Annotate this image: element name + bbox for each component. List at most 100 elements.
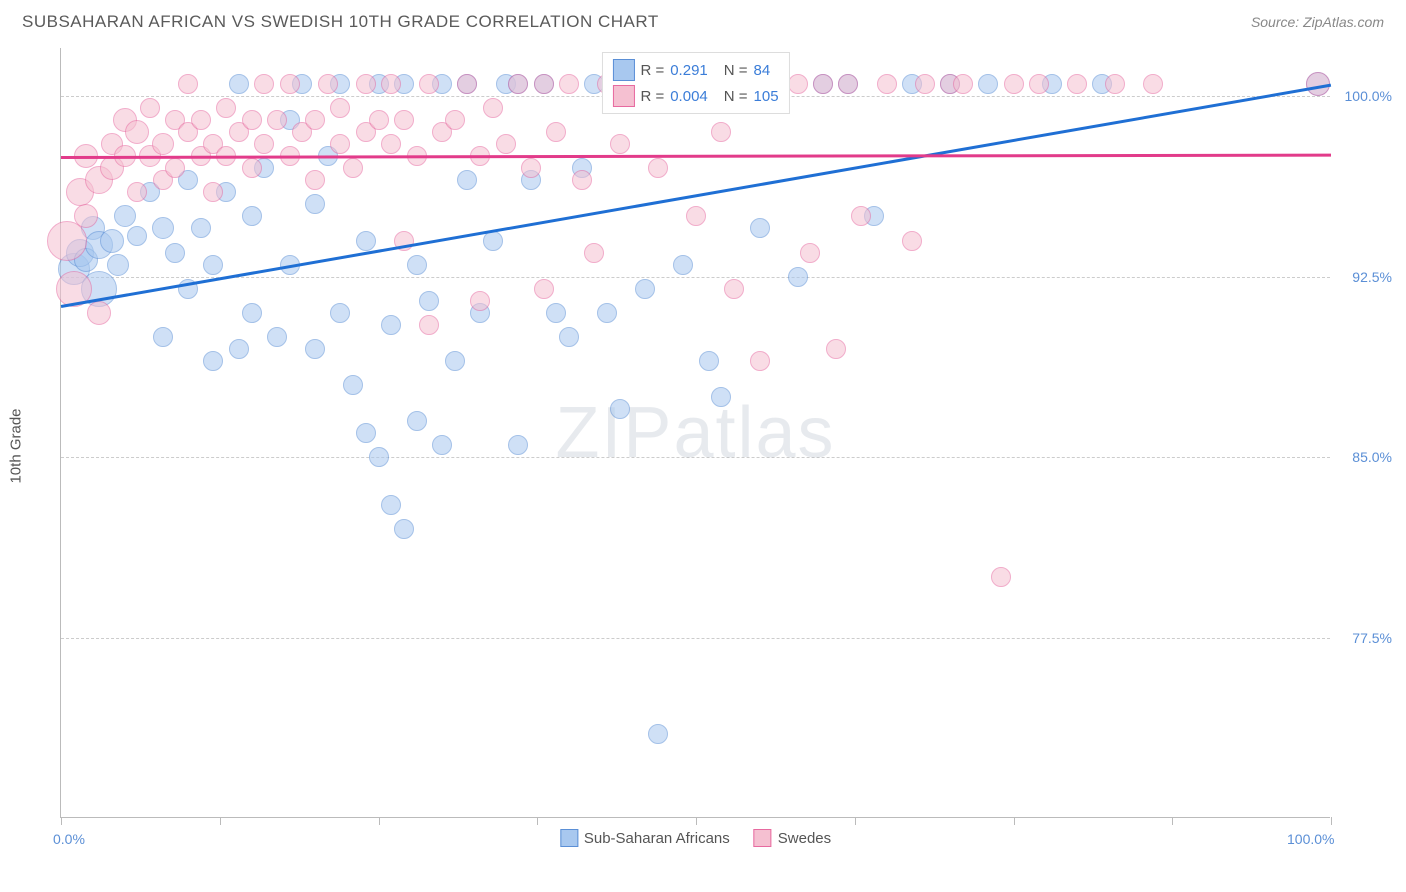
chart-plot-area: ZIPatlas 77.5%85.0%92.5%100.0%0.0%100.0%… — [60, 48, 1330, 818]
scatter-point — [877, 74, 897, 94]
scatter-point — [343, 375, 363, 395]
scatter-point — [191, 218, 211, 238]
scatter-point — [457, 170, 477, 190]
scatter-point — [369, 447, 389, 467]
n-label: N = — [724, 88, 748, 105]
x-tick — [379, 817, 380, 825]
scatter-point — [648, 158, 668, 178]
legend-stats: R = 0.291N = 84R = 0.004N = 105 — [601, 52, 789, 114]
scatter-point — [407, 255, 427, 275]
y-axis-title: 10th Grade — [8, 408, 25, 483]
scatter-point — [851, 206, 871, 226]
scatter-point — [724, 279, 744, 299]
scatter-point — [242, 206, 262, 226]
scatter-point — [242, 303, 262, 323]
scatter-point — [508, 435, 528, 455]
scatter-point — [699, 351, 719, 371]
legend-swatch — [754, 829, 772, 847]
scatter-point — [318, 74, 338, 94]
scatter-point — [305, 339, 325, 359]
legend-item: Sub-Saharan Africans — [560, 829, 730, 847]
scatter-point — [711, 387, 731, 407]
x-tick — [696, 817, 697, 825]
scatter-point — [902, 231, 922, 251]
watermark: ZIPatlas — [555, 392, 835, 474]
n-value: 105 — [754, 88, 779, 105]
scatter-point — [1143, 74, 1163, 94]
x-tick — [1331, 817, 1332, 825]
chart-header: SUBSAHARAN AFRICAN VS SWEDISH 10TH GRADE… — [0, 0, 1406, 40]
scatter-point — [686, 206, 706, 226]
scatter-point — [343, 158, 363, 178]
scatter-point — [229, 339, 249, 359]
scatter-point — [610, 399, 630, 419]
scatter-point — [127, 226, 147, 246]
legend-swatch — [560, 829, 578, 847]
y-tick-label: 85.0% — [1352, 449, 1392, 465]
scatter-point — [280, 74, 300, 94]
legend-label: Sub-Saharan Africans — [584, 830, 730, 847]
scatter-point — [546, 122, 566, 142]
scatter-point — [394, 519, 414, 539]
scatter-point — [915, 74, 935, 94]
legend-item: Swedes — [754, 829, 831, 847]
x-tick — [537, 817, 538, 825]
scatter-point — [165, 158, 185, 178]
scatter-point — [356, 423, 376, 443]
chart-source: Source: ZipAtlas.com — [1251, 14, 1384, 30]
chart-title: SUBSAHARAN AFRICAN VS SWEDISH 10TH GRADE… — [22, 12, 659, 32]
scatter-point — [356, 74, 376, 94]
scatter-point — [1004, 74, 1024, 94]
r-value: 0.291 — [670, 62, 708, 79]
scatter-point — [394, 110, 414, 130]
scatter-point — [750, 351, 770, 371]
legend-series: Sub-Saharan Africans Swedes — [560, 829, 831, 847]
scatter-point — [559, 74, 579, 94]
scatter-point — [470, 291, 490, 311]
scatter-point — [1105, 74, 1125, 94]
scatter-point — [127, 182, 147, 202]
scatter-point — [242, 110, 262, 130]
scatter-point — [419, 315, 439, 335]
scatter-point — [800, 243, 820, 263]
scatter-point — [152, 133, 174, 155]
scatter-point — [165, 243, 185, 263]
scatter-point — [991, 567, 1011, 587]
scatter-point — [534, 74, 554, 94]
scatter-point — [534, 279, 554, 299]
x-tick-label: 0.0% — [53, 831, 85, 847]
scatter-point — [508, 74, 528, 94]
scatter-point — [838, 74, 858, 94]
scatter-point — [407, 411, 427, 431]
scatter-point — [381, 315, 401, 335]
scatter-point — [125, 120, 149, 144]
scatter-point — [445, 110, 465, 130]
scatter-point — [1067, 74, 1087, 94]
scatter-point — [267, 110, 287, 130]
scatter-point — [381, 74, 401, 94]
scatter-point — [635, 279, 655, 299]
scatter-point — [546, 303, 566, 323]
scatter-point — [229, 74, 249, 94]
scatter-point — [483, 231, 503, 251]
scatter-point — [107, 254, 129, 276]
x-tick-label: 100.0% — [1287, 831, 1334, 847]
scatter-point — [381, 134, 401, 154]
scatter-point — [203, 351, 223, 371]
legend-swatch — [612, 59, 634, 81]
scatter-point — [584, 243, 604, 263]
x-tick — [1172, 817, 1173, 825]
scatter-point — [140, 98, 160, 118]
scatter-point — [483, 98, 503, 118]
scatter-point — [254, 74, 274, 94]
scatter-point — [610, 134, 630, 154]
legend-swatch — [612, 85, 634, 107]
scatter-point — [74, 204, 98, 228]
scatter-point — [330, 98, 350, 118]
scatter-point — [305, 170, 325, 190]
grid-line — [61, 277, 1330, 278]
scatter-point — [711, 122, 731, 142]
scatter-point — [432, 435, 452, 455]
scatter-point — [826, 339, 846, 359]
scatter-point — [203, 182, 223, 202]
